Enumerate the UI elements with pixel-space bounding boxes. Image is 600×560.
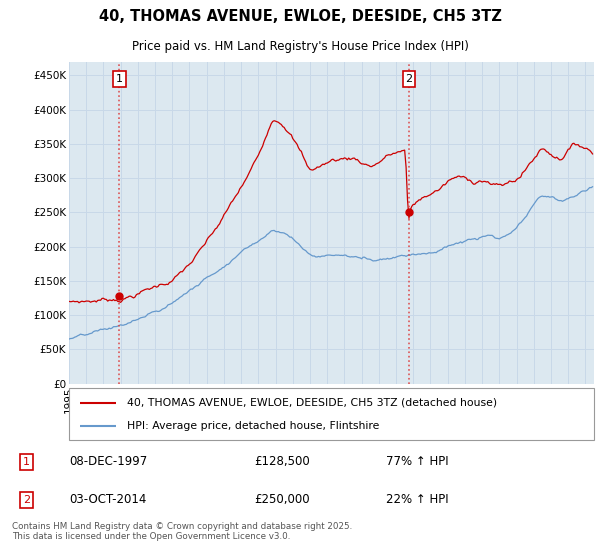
- Text: 2: 2: [23, 494, 30, 505]
- Text: 03-OCT-2014: 03-OCT-2014: [70, 493, 147, 506]
- Text: Contains HM Land Registry data © Crown copyright and database right 2025.
This d: Contains HM Land Registry data © Crown c…: [12, 522, 352, 541]
- Text: Price paid vs. HM Land Registry's House Price Index (HPI): Price paid vs. HM Land Registry's House …: [131, 40, 469, 53]
- FancyBboxPatch shape: [69, 388, 594, 440]
- Text: 40, THOMAS AVENUE, EWLOE, DEESIDE, CH5 3TZ: 40, THOMAS AVENUE, EWLOE, DEESIDE, CH5 3…: [98, 9, 502, 24]
- Text: 77% ↑ HPI: 77% ↑ HPI: [386, 455, 449, 468]
- Text: 22% ↑ HPI: 22% ↑ HPI: [386, 493, 449, 506]
- Text: £128,500: £128,500: [254, 455, 310, 468]
- Text: 2: 2: [406, 74, 413, 84]
- Text: HPI: Average price, detached house, Flintshire: HPI: Average price, detached house, Flin…: [127, 421, 379, 431]
- Text: 08-DEC-1997: 08-DEC-1997: [70, 455, 148, 468]
- Text: 1: 1: [23, 457, 30, 467]
- Text: 1: 1: [116, 74, 123, 84]
- Text: £250,000: £250,000: [254, 493, 310, 506]
- Text: 40, THOMAS AVENUE, EWLOE, DEESIDE, CH5 3TZ (detached house): 40, THOMAS AVENUE, EWLOE, DEESIDE, CH5 3…: [127, 398, 497, 408]
